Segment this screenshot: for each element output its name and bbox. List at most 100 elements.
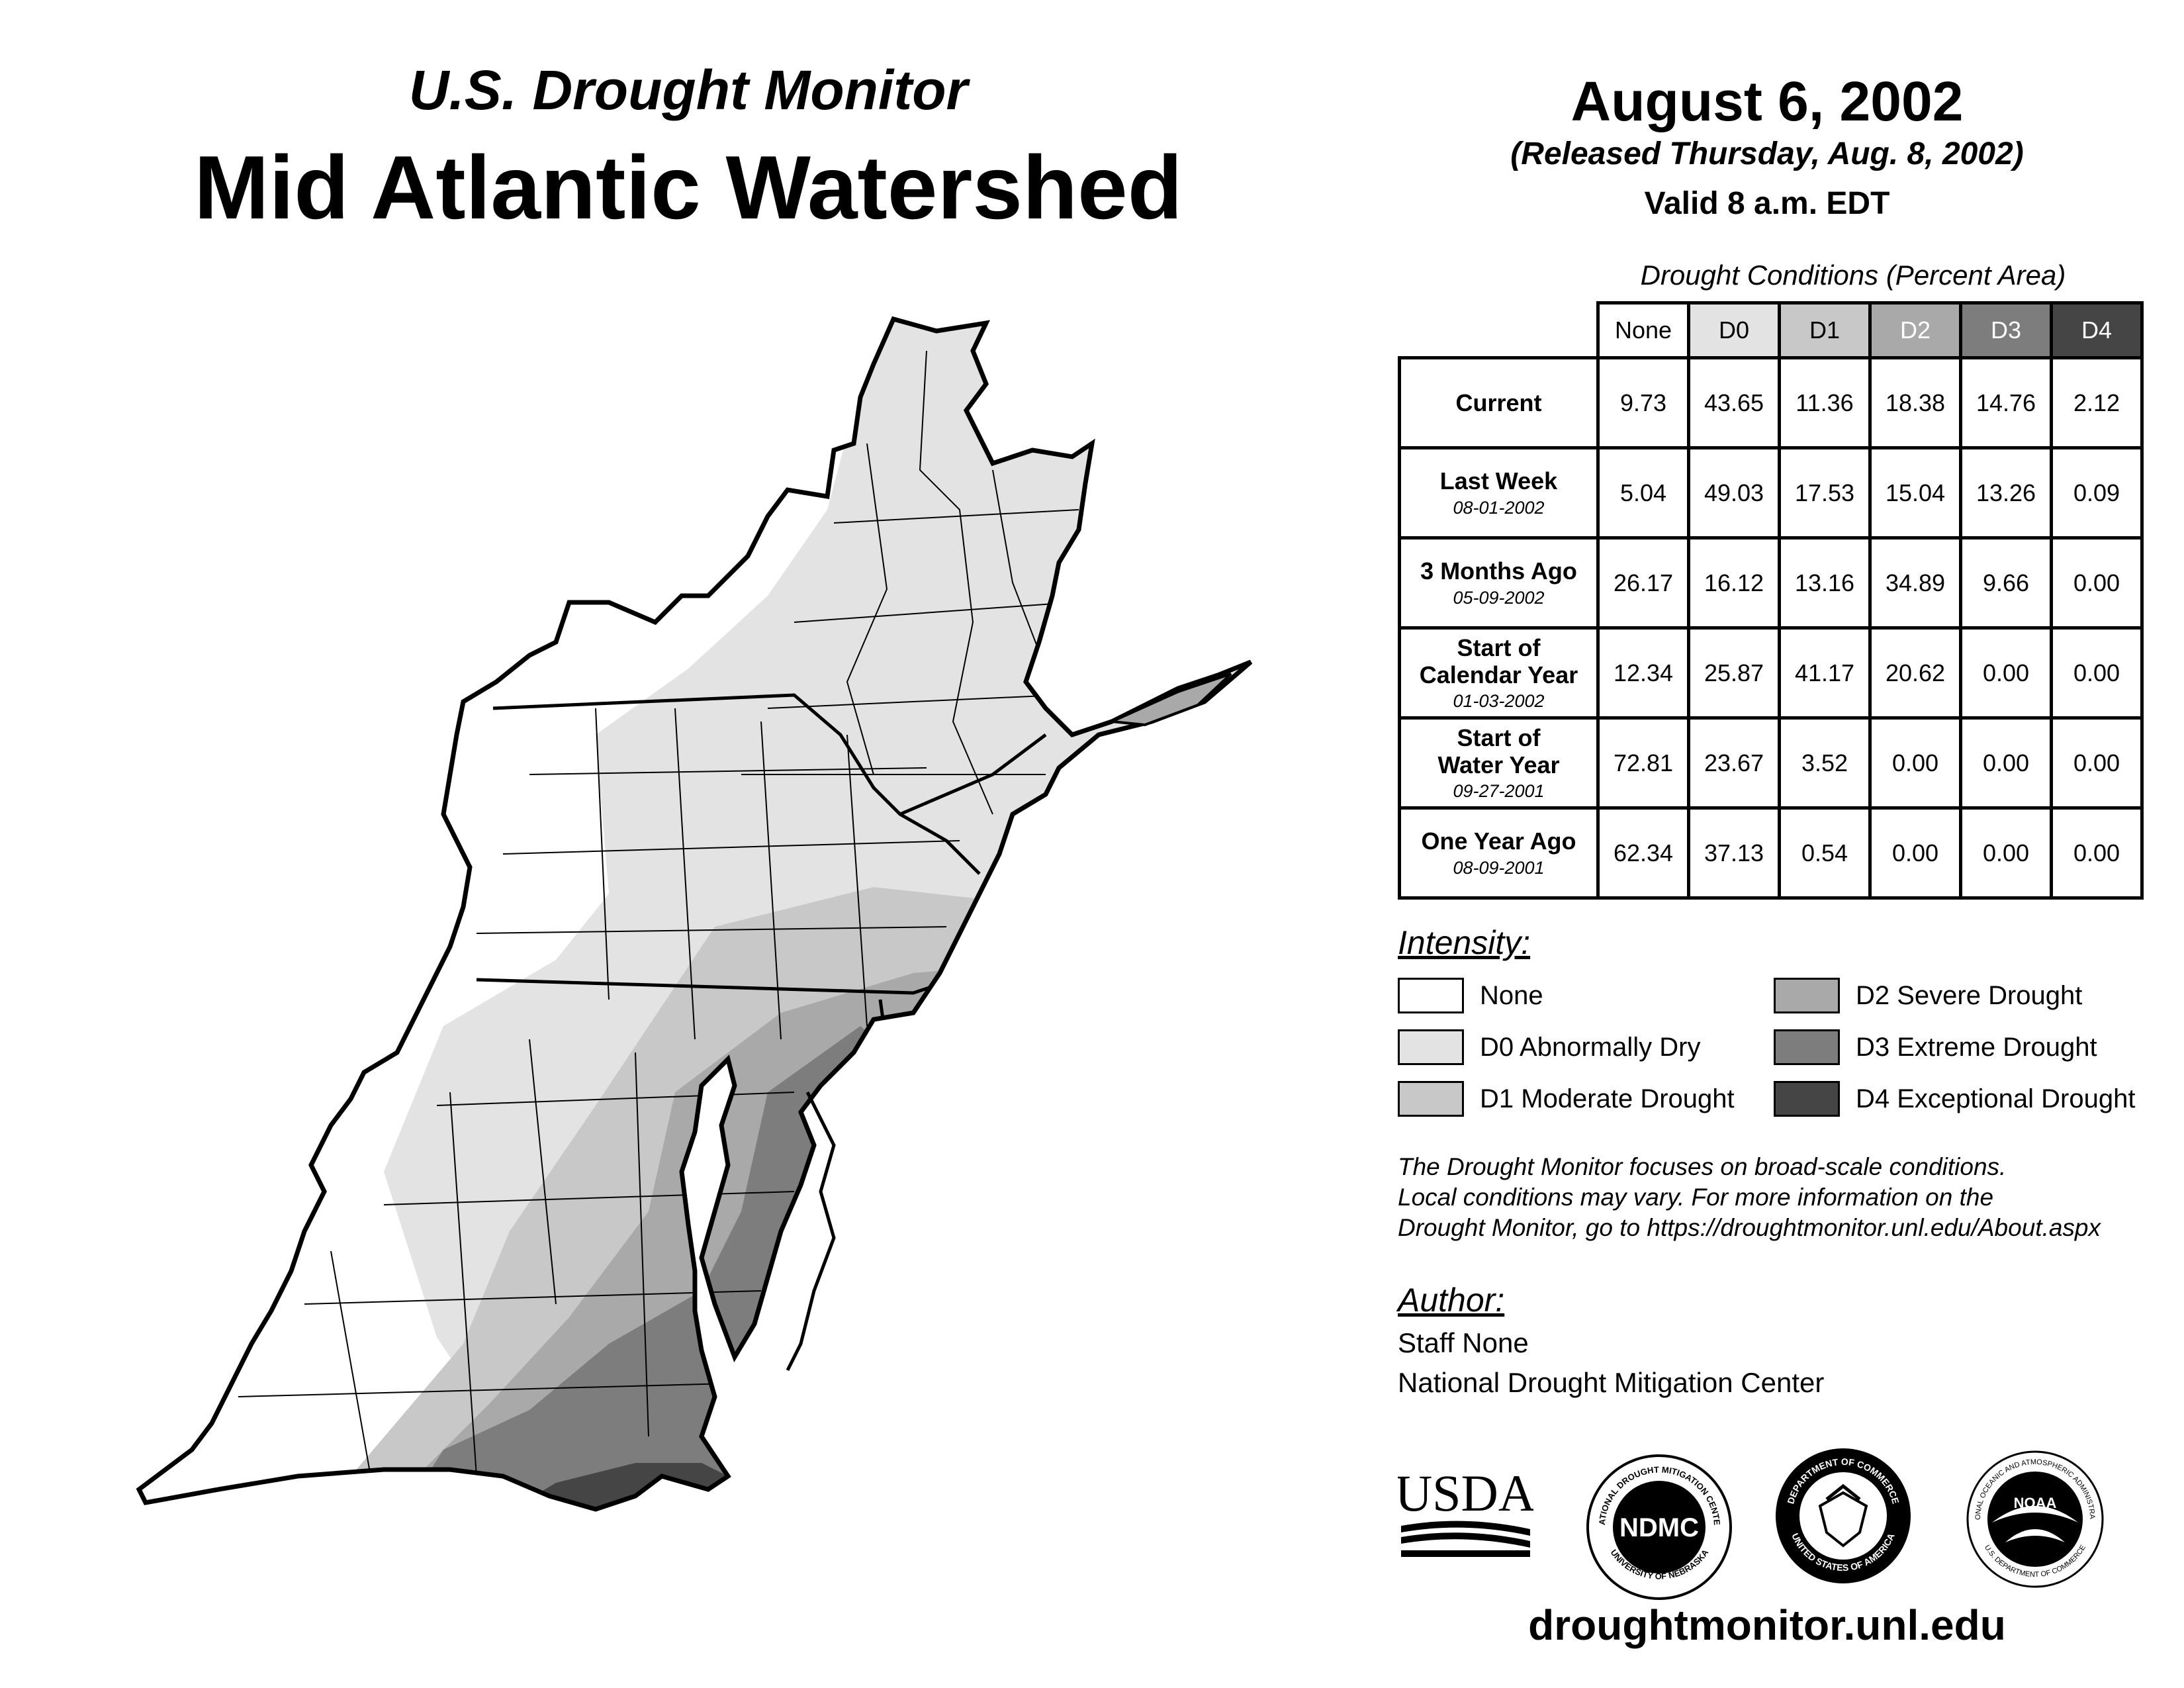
table-cell: 0.00: [2050, 716, 2144, 810]
row-label-text: Current: [1455, 389, 1542, 416]
note-line: Drought Monitor, go to https://droughtmo…: [1398, 1214, 2101, 1241]
table-cell: 9.66: [1959, 536, 2053, 630]
row-label-text: One Year Ago: [1421, 827, 1576, 855]
author-heading: Author:: [1398, 1282, 1505, 1319]
legend-label: D1 Moderate Drought: [1480, 1084, 1735, 1113]
row-date: 01-03-2002: [1453, 691, 1545, 712]
usda-logo: USDA: [1398, 1464, 1533, 1557]
legend-swatch: [1398, 978, 1464, 1013]
row-label-text: Last Week: [1439, 467, 1558, 495]
table-cell: 37.13: [1687, 806, 1781, 900]
drought-map: [132, 311, 1257, 1622]
table-caption: Drought Conditions (Percent Area): [1640, 259, 2066, 291]
author-organization: National Drought Mitigation Center: [1398, 1367, 1825, 1398]
table-cell: 0.00: [2050, 626, 2144, 720]
valid-time: Valid 8 a.m. EDT: [1644, 186, 1890, 221]
table-cell: 5.04: [1596, 446, 1690, 539]
legend-label: None: [1480, 980, 1543, 1010]
table-cell: 0.00: [2050, 536, 2144, 630]
usda-logo-text: USDA: [1398, 1464, 1533, 1522]
row-label-text: Start of Water Year: [1437, 724, 1560, 778]
legend-swatch: [1774, 1081, 1840, 1117]
row-label: Start of Calendar Year 01-03-2002: [1398, 626, 1600, 720]
col-header-none: None: [1596, 301, 1690, 359]
table-header-row: None D0 D1 D2 D3 D4: [1399, 301, 2144, 359]
legend-swatch: [1774, 1029, 1840, 1065]
ndmc-logo: NDMC NATIONAL DROUGHT MITIGATION CENTER …: [1585, 1453, 1732, 1600]
legend-item-d0: D0 Abnormally Dry: [1398, 1028, 1700, 1066]
table-row-current: Current 9.73 43.65 11.36 18.38 14.76 2.1…: [1398, 356, 2144, 449]
table-cell: 2.12: [2050, 356, 2144, 449]
ndmc-logo-text: NDMC: [1619, 1513, 1699, 1542]
map-date: August 6, 2002: [1570, 70, 1964, 132]
table-cell: 12.34: [1596, 626, 1690, 720]
map-subtitle: U.S. Drought Monitor: [408, 59, 968, 121]
row-label: Last Week 08-01-2002: [1398, 446, 1600, 539]
table-cell: 34.89: [1868, 536, 1962, 630]
table-row-last-week: Last Week 08-01-2002 5.04 49.03 17.53 15.…: [1398, 446, 2144, 539]
table-cell: 41.17: [1778, 626, 1872, 720]
legend-label: D2 Severe Drought: [1856, 980, 2083, 1010]
table-cell: 0.00: [1868, 716, 1962, 810]
doc-seal-logo: DEPARTMENT OF COMMERCE UNITED STATES OF …: [1776, 1448, 1911, 1583]
table-cell: 14.76: [1959, 356, 2053, 449]
table-cell: 16.12: [1687, 536, 1781, 630]
table-cell: 0.00: [1959, 626, 2053, 720]
table-cell: 0.54: [1778, 806, 1872, 900]
table-row-one-year-ago: One Year Ago 08-09-2001 62.34 37.13 0.54 …: [1398, 806, 2144, 900]
col-header-d3: D3: [1959, 301, 2053, 359]
table-cell: 13.16: [1778, 536, 1872, 630]
row-label: Start of Water Year 09-27-2001: [1398, 716, 1600, 810]
drought-conditions-table: None D0 D1 D2 D3 D4 Current 9.73 43.65 1…: [1398, 301, 2144, 900]
legend-label: D0 Abnormally Dry: [1480, 1032, 1701, 1062]
table-cell: 0.00: [1959, 806, 2053, 900]
noaa-logo: NOAA NATIONAL OCEANIC AND ATMOSPHERIC AD…: [1966, 1450, 2104, 1588]
table-cell: 0.00: [2050, 806, 2144, 900]
legend-label: D3 Extreme Drought: [1856, 1032, 2097, 1062]
row-label: Current: [1398, 356, 1600, 449]
note-line: Local conditions may vary. For more info…: [1398, 1184, 1994, 1211]
row-date: 05-09-2002: [1453, 587, 1545, 608]
disclaimer-note: The Drought Monitor focuses on broad-sca…: [1398, 1152, 2172, 1243]
long-island: [1107, 673, 1232, 727]
county-boundaries: [238, 350, 1079, 1477]
table-cell: 49.03: [1687, 446, 1781, 539]
map-title: Mid Atlantic Watershed: [194, 137, 1183, 238]
website-link[interactable]: droughtmonitor.unl.edu: [1528, 1601, 2006, 1649]
table-row-3-months-ago: 3 Months Ago 05-09-2002 26.17 16.12 13.16…: [1398, 536, 2144, 630]
table-cell: 23.67: [1687, 716, 1781, 810]
legend-heading: Intensity:: [1398, 924, 1531, 961]
table-cell: 43.65: [1687, 356, 1781, 449]
row-label-text: Start of Calendar Year: [1419, 633, 1578, 688]
row-date: 09-27-2001: [1453, 781, 1545, 802]
table-row-start-water-year: Start of Water Year 09-27-2001 72.81 23.6…: [1398, 716, 2144, 810]
col-header-d0: D0: [1687, 301, 1781, 359]
legend-item-none: None: [1398, 976, 1543, 1015]
row-label-text: 3 Months Ago: [1420, 557, 1577, 585]
table-cell: 11.36: [1778, 356, 1872, 449]
legend-item-d2: D2 Severe Drought: [1774, 976, 2082, 1015]
author-name: Staff None: [1398, 1327, 1529, 1358]
legend-item-d1: D1 Moderate Drought: [1398, 1080, 1735, 1118]
table-cell: 18.38: [1868, 356, 1962, 449]
table-cell: 20.62: [1868, 626, 1962, 720]
table-cell: 15.04: [1868, 446, 1962, 539]
table-cell: 0.09: [2050, 446, 2144, 539]
legend-item-d3: D3 Extreme Drought: [1774, 1028, 2097, 1066]
row-date: 08-01-2002: [1453, 497, 1545, 518]
legend-swatch: [1398, 1081, 1464, 1117]
table-cell: 0.00: [1868, 806, 1962, 900]
col-header-d1: D1: [1778, 301, 1872, 359]
table-cell: 3.52: [1778, 716, 1872, 810]
legend-swatch: [1398, 1029, 1464, 1065]
noaa-logo-text: NOAA: [2014, 1495, 2057, 1511]
col-header-d4: D4: [2050, 301, 2144, 359]
table-cell: 72.81: [1596, 716, 1690, 810]
legend-swatch: [1774, 978, 1840, 1013]
table-cell: 62.34: [1596, 806, 1690, 900]
table-cell: 0.00: [1959, 716, 2053, 810]
table-cell: 13.26: [1959, 446, 2053, 539]
legend-label: D4 Exceptional Drought: [1856, 1084, 2136, 1113]
release-date: (Released Thursday, Aug. 8, 2002): [1510, 136, 2024, 171]
chesapeake-bay-shoreline: [786, 1091, 836, 1372]
